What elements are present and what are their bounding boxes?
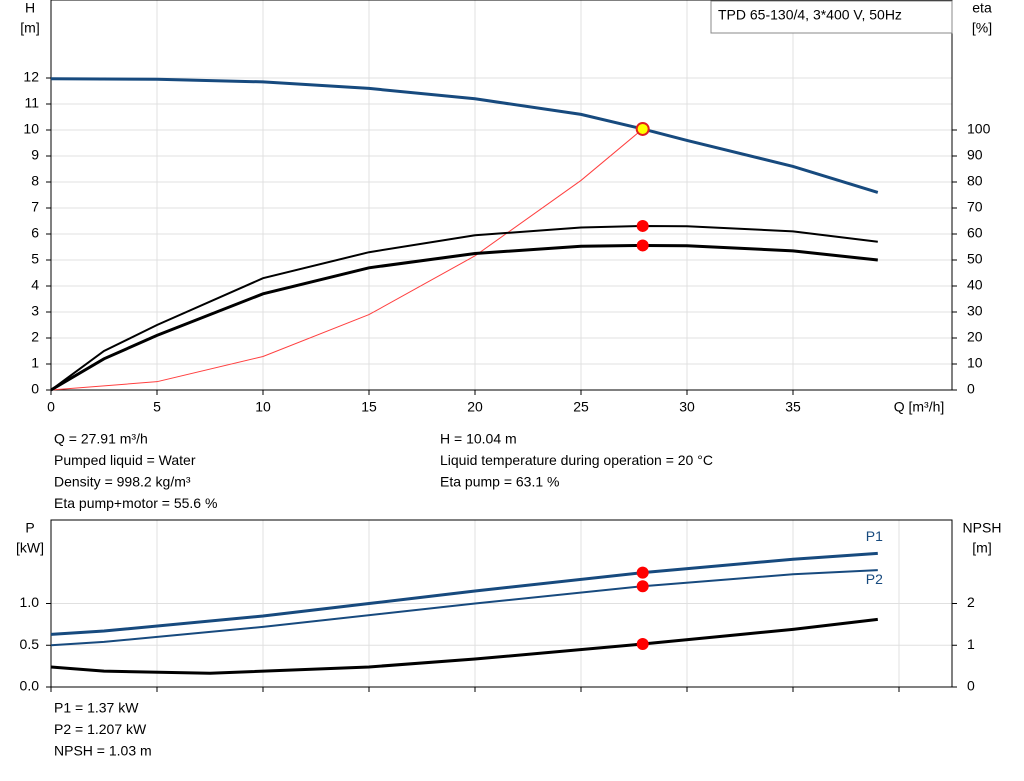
y-tick-label: 3 [31, 303, 39, 319]
curve [50, 224, 878, 391]
info-text: Q = 27.91 m³/h [54, 431, 148, 447]
y2-axis-label: NPSH [963, 520, 1002, 536]
y2-axis-label: [m] [972, 540, 991, 556]
operating-point [635, 121, 650, 136]
x-tick-label: 35 [785, 399, 801, 415]
info-text: Density = 998.2 kg/m³ [54, 474, 191, 490]
y2-tick-label: 100 [967, 121, 991, 137]
y2-axis-label: eta [972, 0, 992, 16]
info-text: P1 = 1.37 kW [54, 700, 139, 716]
curve [50, 569, 878, 647]
curve [50, 617, 878, 675]
y2-tick-label: 40 [967, 277, 983, 293]
legend-box [710, 0, 953, 34]
y-axis-label: [kW] [16, 540, 44, 556]
y-tick-label: 0.0 [20, 678, 40, 694]
y-tick-label: 5 [31, 251, 39, 267]
curve [50, 551, 878, 636]
curve [50, 128, 644, 391]
y-tick-label: 8 [31, 173, 39, 189]
curve [50, 243, 878, 392]
x-tick-label: 15 [361, 399, 377, 415]
operating-point [636, 239, 649, 252]
y2-tick-label: 70 [967, 199, 983, 215]
operating-point [636, 566, 649, 579]
y-tick-label: 6 [31, 225, 39, 241]
x-tick-label: 30 [679, 399, 695, 415]
y-tick-label: 1.0 [20, 594, 40, 610]
y2-tick-label: 20 [967, 329, 983, 345]
curve-label: P1 [866, 528, 883, 544]
legend-text: TPD 65-130/4, 3*400 V, 50Hz [718, 7, 902, 23]
y2-tick-label: 0 [967, 678, 975, 694]
curve [50, 77, 879, 194]
y-tick-label: 2 [31, 329, 39, 345]
y-tick-label: 0.5 [20, 636, 40, 652]
x-axis-label: Q [m³/h] [894, 399, 945, 415]
x-tick-label: 20 [467, 399, 483, 415]
info-text: H = 10.04 m [440, 431, 517, 447]
info-text: Liquid temperature during operation = 20… [440, 452, 713, 468]
info-text: Pumped liquid = Water [54, 452, 196, 468]
y-tick-label: 1 [31, 355, 39, 371]
y-tick-label: 10 [23, 121, 39, 137]
y2-tick-label: 80 [967, 173, 983, 189]
y-axis-label: P [25, 520, 34, 536]
x-tick-label: 0 [47, 399, 55, 415]
y2-axis-label: [%] [972, 20, 992, 36]
y-axis-label: [m] [20, 20, 39, 36]
y2-tick-label: 10 [967, 355, 983, 371]
y2-tick-label: 30 [967, 303, 983, 319]
y-tick-label: 4 [31, 277, 39, 293]
y-tick-label: 12 [23, 69, 39, 85]
x-tick-label: 5 [153, 399, 161, 415]
y2-tick-label: 2 [967, 594, 975, 610]
y-axis-label: H [25, 0, 35, 16]
y-tick-label: 11 [24, 95, 39, 111]
info-text: Eta pump+motor = 55.6 % [54, 495, 217, 511]
operating-point [636, 219, 649, 232]
y-tick-label: 7 [31, 199, 39, 215]
y-tick-label: 9 [31, 147, 39, 163]
plot-frame [50, 519, 953, 688]
y2-tick-label: 60 [967, 225, 983, 241]
x-tick-label: 25 [573, 399, 589, 415]
curve-label: P2 [866, 571, 883, 587]
y2-tick-label: 0 [967, 381, 975, 397]
y2-tick-label: 50 [967, 251, 983, 267]
y2-tick-label: 1 [967, 636, 975, 652]
operating-point [636, 637, 649, 650]
operating-point [636, 580, 649, 593]
info-text: Eta pump = 63.1 % [440, 474, 559, 490]
y-tick-label: 0 [31, 381, 39, 397]
x-tick-label: 10 [255, 399, 271, 415]
y2-tick-label: 90 [967, 147, 983, 163]
info-text: P2 = 1.207 kW [54, 721, 147, 737]
plot-frame [50, 0, 953, 391]
info-text: NPSH = 1.03 m [54, 743, 152, 759]
